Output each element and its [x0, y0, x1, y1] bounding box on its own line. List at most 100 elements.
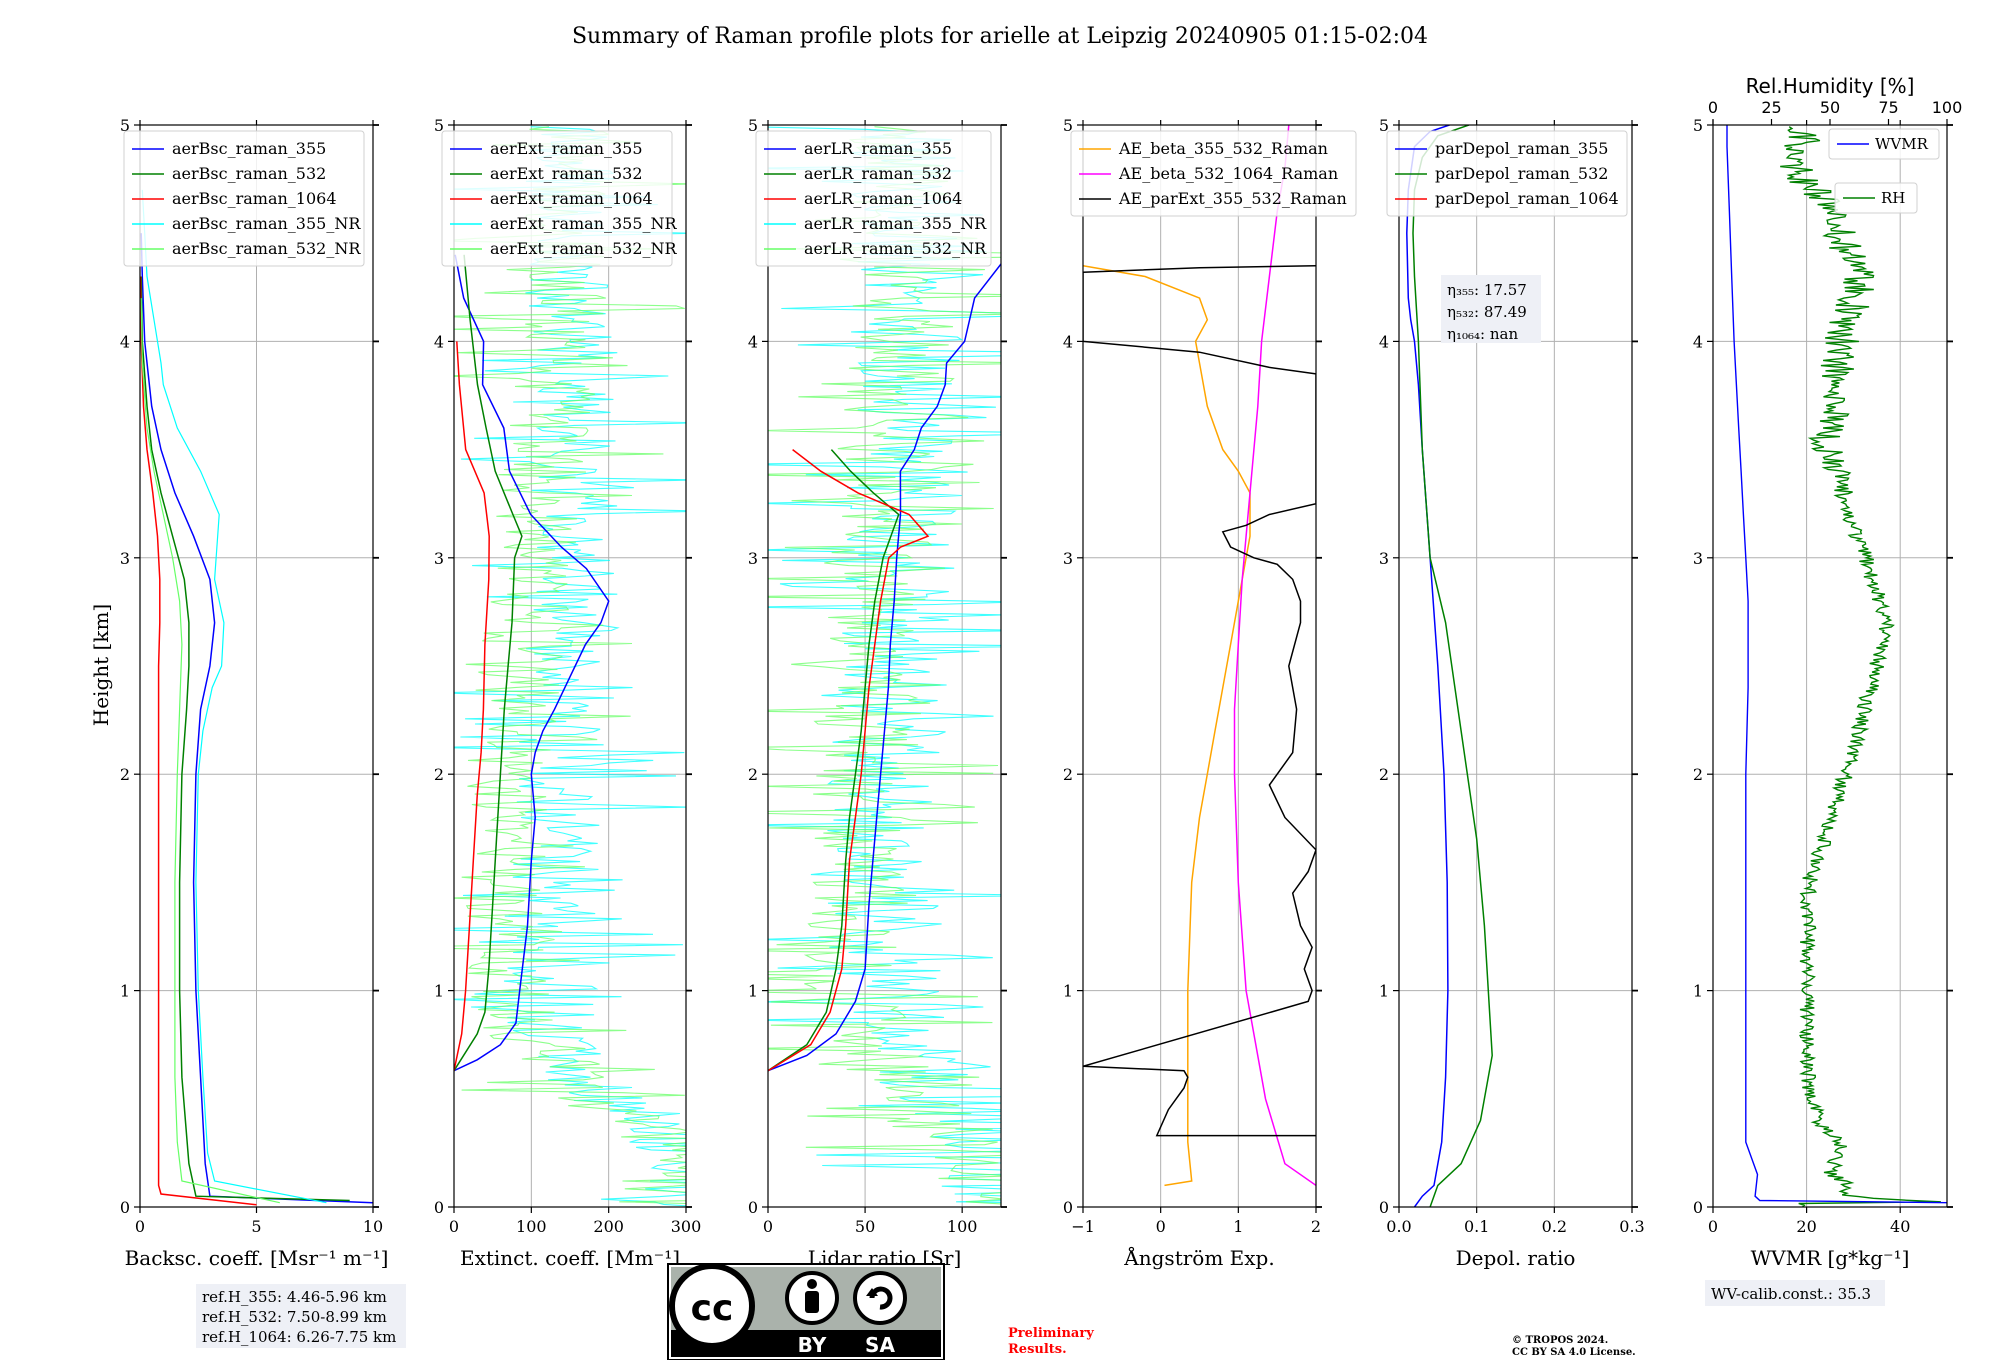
x-tick-label: 50	[855, 1217, 875, 1236]
panel-depolarization: 0.0 0.1 0.2 0.3 Depol. ratio 0 1 2 3 4 5 parDepol_r…	[1379, 116, 1645, 1270]
plot-area	[454, 126, 686, 1207]
legend-box	[441, 130, 673, 267]
legend-entry: aerLR_raman_1064	[804, 189, 962, 208]
ref-height-355: ref.H_355: 4.46-5.96 km	[202, 1288, 387, 1306]
series-aerBsc_raman_532	[140, 276, 350, 1202]
legend-box	[1828, 128, 1940, 160]
y-tick-label: 3	[748, 549, 758, 568]
series-aerBsc_raman_532_NR	[140, 298, 280, 1204]
legend-entry: AE_beta_532_1064_Raman	[1118, 164, 1338, 183]
series-aerExt_raman_1064	[454, 341, 490, 1071]
y-tick-label: 4	[1693, 332, 1703, 351]
series-aerExt_raman_355_NR	[454, 126, 686, 1207]
legend-entry: aerBsc_raman_532	[172, 164, 326, 183]
x-tick-label: 100	[947, 1217, 978, 1236]
x-tick-label: 2	[1311, 1217, 1321, 1236]
legend-entry: aerExt_raman_532	[490, 164, 643, 183]
ref-height-box: ref.H_355: 4.46-5.96 km ref.H_532: 7.50-…	[196, 1284, 406, 1348]
y-tick-label: 0	[434, 1198, 444, 1217]
y-axis-label: Height [km]	[89, 604, 113, 726]
x-tick-label: 0.2	[1542, 1217, 1567, 1236]
x-tick-label: 0	[1156, 1217, 1166, 1236]
copyright-line1: © TROPOS 2024.	[1512, 1335, 1608, 1346]
annotation-line: η₅₃₂: 87.49	[1447, 303, 1527, 321]
x-tick-label: 0	[135, 1217, 145, 1236]
x2-tick-label: 25	[1761, 98, 1781, 117]
x-tick-label: 40	[1890, 1217, 1910, 1236]
annotation-box	[1705, 1280, 1885, 1306]
series-aerExt_raman_532_NR	[454, 126, 686, 1205]
legend-entry: parDepol_raman_1064	[1435, 189, 1619, 208]
legend-box	[1834, 182, 1918, 214]
y-tick-label: 3	[1379, 549, 1389, 568]
legend-entry: aerBsc_raman_1064	[172, 189, 337, 208]
y-tick-label: 4	[748, 332, 758, 351]
ref-height-1064: ref.H_1064: 6.26-7.75 km	[202, 1328, 396, 1346]
y-tick-label: 1	[1693, 982, 1703, 1001]
annotation-line: η₁₀₆₄: nan	[1447, 325, 1518, 343]
x-axis-label: Backsc. coeff. [Msr⁻¹ m⁻¹]	[125, 1246, 389, 1270]
y-tick-label: 1	[1379, 982, 1389, 1001]
legend-entry: aerLR_raman_532	[804, 164, 952, 183]
plot-area	[1083, 125, 1316, 1187]
sa-share-icon	[853, 1271, 907, 1325]
y-tick-label: 5	[748, 116, 758, 135]
legend-entry: aerExt_raman_355_NR	[490, 214, 678, 233]
x2-axis-label: Rel.Humidity [%]	[1746, 74, 1915, 98]
series-aerLR_raman_1064	[768, 449, 930, 1072]
y-tick-label: 5	[1693, 116, 1703, 135]
series-aerExt_raman_355	[454, 254, 610, 1072]
y-tick-label: 0	[1693, 1198, 1703, 1217]
y-tick-label: 5	[1063, 116, 1073, 135]
series-aerBsc_raman_1064	[140, 276, 257, 1206]
x-tick-label: 5	[251, 1217, 261, 1236]
x-tick-label: 1	[1233, 1217, 1243, 1236]
y-tick-label: 2	[434, 765, 444, 784]
legend-entry: aerBsc_raman_532_NR	[172, 239, 361, 258]
series-aerLR_raman_355	[768, 262, 1001, 1072]
legend-box	[1070, 130, 1357, 217]
copyright-line2: CC BY SA 4.0 License.	[1512, 1347, 1636, 1358]
x-tick-label: 0	[1708, 1217, 1718, 1236]
y-tick-label: 3	[1063, 549, 1073, 568]
legend-box	[755, 130, 992, 267]
y-tick-label: 3	[434, 549, 444, 568]
preliminary-results-line2: Results.	[1008, 1342, 1067, 1357]
y-tick-label: 3	[1693, 549, 1703, 568]
x-tick-label: 0	[763, 1217, 773, 1236]
series-aerBsc_raman_355	[140, 233, 373, 1204]
legend-entry: aerLR_raman_355_NR	[804, 214, 987, 233]
by-label: BY	[798, 1333, 827, 1357]
series-RH	[1780, 126, 1941, 1207]
annotation-text: WV-calib.const.: 35.3	[1711, 1285, 1871, 1303]
plot-area	[140, 189, 373, 1206]
legend-entry: aerExt_raman_355	[490, 139, 643, 158]
series-aerLR_raman_355_NR	[768, 126, 1001, 1203]
panel-backscatter: 0 5 10 Backsc. coeff. [Msr⁻¹ m⁻¹] 0 1 2 3 4 5 aerB…	[120, 116, 389, 1270]
y-tick-label: 2	[748, 765, 758, 784]
y-tick-label: 2	[1693, 765, 1703, 784]
x-axis-label: Depol. ratio	[1456, 1246, 1576, 1270]
series-aerExt_raman_532	[454, 254, 523, 1072]
preliminary-results-line1: Preliminary	[1008, 1326, 1094, 1341]
legend-entry: AE_parExt_355_532_Raman	[1118, 189, 1347, 208]
axes-frame	[1082, 124, 1317, 1208]
x-tick-label: 100	[516, 1217, 547, 1236]
x2-tick-label: 50	[1820, 98, 1840, 117]
x-tick-label: 20	[1796, 1217, 1816, 1236]
legend-box	[123, 130, 365, 267]
y-tick-label: 0	[748, 1198, 758, 1217]
annotation-line: η₃₅₅: 17.57	[1447, 281, 1527, 299]
y-tick-label: 1	[1063, 982, 1073, 1001]
y-tick-label: 1	[434, 982, 444, 1001]
legend-entry: aerLR_raman_532_NR	[804, 239, 987, 258]
x-tick-label: −1	[1071, 1217, 1095, 1236]
x2-tick-label: 75	[1878, 98, 1898, 117]
x2-tick-label: 0	[1708, 98, 1718, 117]
ref-height-532: ref.H_532: 7.50-8.99 km	[202, 1308, 387, 1326]
annotation-box	[1441, 275, 1541, 343]
